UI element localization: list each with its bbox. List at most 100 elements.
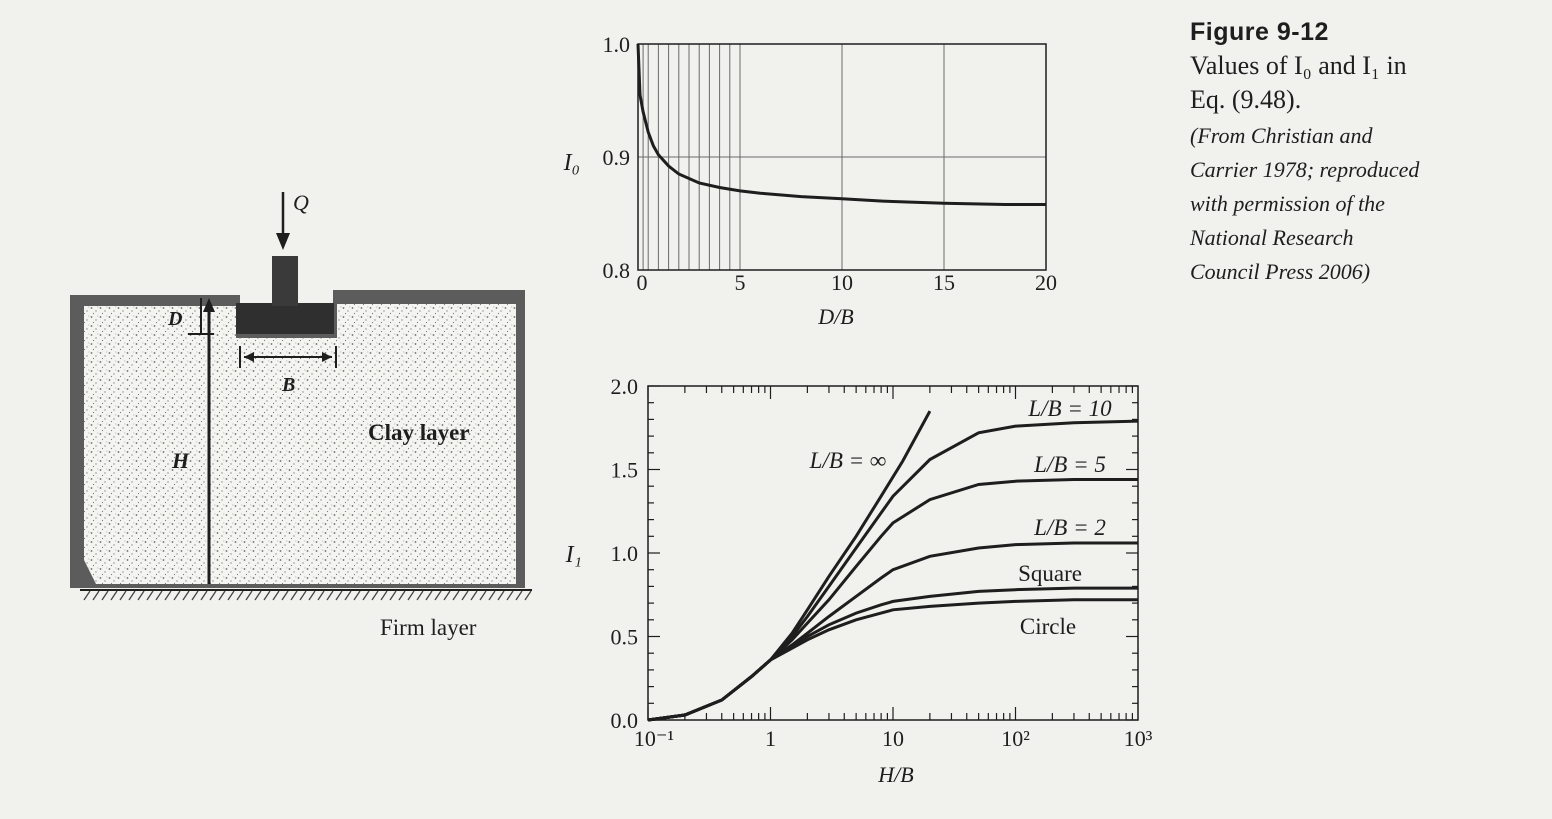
chart-i0-xlabel: D/B <box>817 304 853 329</box>
hatch-mark <box>200 590 208 601</box>
hatch-mark <box>92 590 100 601</box>
figure-number: Figure 9-12 <box>1190 18 1329 46</box>
hatch-mark <box>335 590 343 601</box>
hatch-mark <box>146 590 154 601</box>
chart-i1-ylabel: I₁ <box>565 542 582 568</box>
series-label: L/B = 10 <box>1027 396 1112 421</box>
chart-i1-series <box>647 410 1139 722</box>
hatch-mark <box>290 590 298 601</box>
y-tick-label: 1.0 <box>611 541 639 566</box>
figure-source-line: Carrier 1978; reproduced <box>1190 157 1420 182</box>
hatch-mark <box>182 590 190 601</box>
figure-source-line: National Research <box>1190 225 1354 250</box>
hatch-mark <box>245 590 253 601</box>
hatch-mark <box>236 590 244 601</box>
hatch-mark <box>218 590 226 601</box>
chart-i1-ticks: 10⁻¹ 1 10 10² 10³ 0.0 0.5 1.0 1.5 2.0 <box>611 374 1153 751</box>
hatch-mark <box>83 590 91 601</box>
hatch-mark <box>389 590 397 601</box>
series-label: L/B = 5 <box>1033 452 1106 477</box>
figure-source-line: Council Press 2006) <box>1190 259 1371 284</box>
width-dimension <box>239 346 337 368</box>
hatch-mark <box>254 590 262 601</box>
x-tick-label: 10² <box>1001 726 1030 751</box>
hatch-mark <box>110 590 118 601</box>
load-label: Q <box>293 190 309 215</box>
chart-i0-ticks: 0 5 10 15 20 0.8 0.9 1.0 <box>603 32 1058 295</box>
chart-i1-frame <box>647 385 1139 721</box>
figure-source-line: with permission of the <box>1190 191 1385 216</box>
hatch-mark <box>137 590 145 601</box>
hatch-mark <box>119 590 127 601</box>
chart-i0-grid <box>638 44 1046 270</box>
hatch-mark <box>443 590 451 601</box>
hatch-mark <box>434 590 442 601</box>
hatch-mark <box>263 590 271 601</box>
hatch-mark <box>362 590 370 601</box>
figure-source-line: (From Christian and <box>1190 123 1373 148</box>
hatch-mark <box>308 590 316 601</box>
figure-description-line: Eq. (9.48). <box>1190 85 1302 114</box>
series-line-i0 <box>636 43 1046 206</box>
chart-i0-series <box>636 43 1046 206</box>
x-tick-label: 10 <box>831 270 853 295</box>
hatch-mark <box>425 590 433 601</box>
width-label: B <box>281 374 295 396</box>
clay-layer-region <box>84 304 516 584</box>
hatch-mark <box>497 590 505 601</box>
x-tick-label: 10⁻¹ <box>634 726 674 751</box>
hatch-mark <box>407 590 415 601</box>
y-tick-label: 0.9 <box>603 145 631 170</box>
chart-i0-ylabel: I₀ <box>563 150 580 176</box>
hatch-mark <box>173 590 181 601</box>
hatch-mark <box>344 590 352 601</box>
hatch-mark <box>506 590 514 601</box>
hatch-mark <box>227 590 235 601</box>
y-tick-label: 0.0 <box>611 708 639 733</box>
hatch-mark <box>524 590 532 601</box>
hatch-mark <box>272 590 280 601</box>
series-label: L/B = 2 <box>1033 515 1106 540</box>
thickness-dimension <box>203 298 215 584</box>
hatch-mark <box>353 590 361 601</box>
figure-caption: Figure 9-12 Values of I₀ and I₁ in Eq. (… <box>1190 18 1530 289</box>
y-tick-label: 1.0 <box>603 32 631 57</box>
thickness-label: H <box>171 448 190 473</box>
x-tick-label: 1 <box>765 726 776 751</box>
chart-i0: 0 5 10 15 20 0.8 0.9 1.0 D/B I₀ <box>563 32 1057 329</box>
y-tick-label: 0.8 <box>603 258 631 283</box>
hatch-mark <box>128 590 136 601</box>
hatch-mark <box>488 590 496 601</box>
hatch-mark <box>398 590 406 601</box>
hatch-mark <box>317 590 325 601</box>
figure-source: (From Christian and Carrier 1978; reprod… <box>1190 119 1530 289</box>
hatch-mark <box>209 590 217 601</box>
hatch-mark <box>164 590 172 601</box>
hatch-mark <box>479 590 487 601</box>
figure-description: Values of I₀ and I₁ in Eq. (9.48). <box>1190 49 1530 117</box>
series-label: Square <box>1018 561 1082 586</box>
y-tick-label: 1.5 <box>611 458 639 483</box>
hatch-mark <box>380 590 388 601</box>
hatch-mark <box>461 590 469 601</box>
x-tick-label: 10 <box>882 726 904 751</box>
series-line-i1 <box>647 410 932 722</box>
hatch-mark <box>515 590 523 601</box>
hatch-mark <box>452 590 460 601</box>
hatch-mark <box>326 590 334 601</box>
x-tick-label: 5 <box>735 270 746 295</box>
chart-i1-xlabel: H/B <box>877 762 913 787</box>
hatch-mark <box>101 590 109 601</box>
firm-layer-hatch <box>83 590 532 601</box>
hatch-mark <box>299 590 307 601</box>
load-arrow <box>276 192 290 250</box>
depth-label: D <box>167 308 182 330</box>
column <box>272 256 298 306</box>
x-tick-label: 20 <box>1035 270 1057 295</box>
hatch-mark <box>371 590 379 601</box>
x-tick-label: 10³ <box>1124 726 1153 751</box>
figure-description-line: Values of I₀ and I₁ in <box>1190 51 1407 80</box>
series-label: Circle <box>1020 614 1076 639</box>
